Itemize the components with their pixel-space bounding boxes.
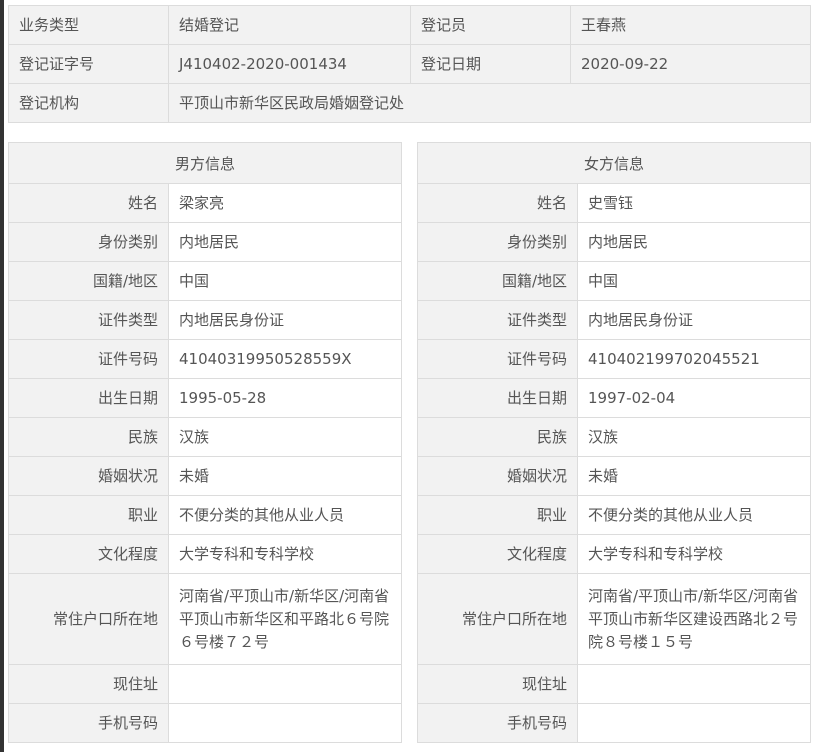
male-field-label: 职业 bbox=[8, 495, 169, 535]
female-field-value: 410402199702045521 bbox=[576, 339, 812, 379]
reg-date-value: 2020-09-22 bbox=[570, 44, 811, 84]
female-field-label: 手机号码 bbox=[417, 703, 578, 743]
female-field-value: 不便分类的其他从业人员 bbox=[576, 495, 812, 535]
female-field-label: 姓名 bbox=[417, 183, 578, 223]
table-row: 婚姻状况 未婚 bbox=[417, 456, 812, 496]
female-field-value bbox=[576, 703, 812, 743]
table-row: 文化程度 大学专科和专科学校 bbox=[8, 534, 403, 574]
table-row: 民族 汉族 bbox=[417, 417, 812, 457]
male-field-label: 身份类别 bbox=[8, 222, 169, 262]
registrar-label: 登记员 bbox=[410, 5, 571, 45]
male-field-value bbox=[167, 664, 403, 704]
female-field-label: 国籍/地区 bbox=[417, 261, 578, 301]
male-field-label: 国籍/地区 bbox=[8, 261, 169, 301]
registrar-value: 王春燕 bbox=[570, 5, 811, 45]
table-row: 国籍/地区 中国 bbox=[417, 261, 812, 301]
female-field-value: 河南省/平顶山市/新华区/河南省平顶山市新华区建设西路北２号院８号楼１５号 bbox=[576, 573, 812, 665]
table-row: 姓名 史雪钰 bbox=[417, 183, 812, 223]
table-row: 常住户口所在地 河南省/平顶山市/新华区/河南省平顶山市新华区建设西路北２号院８号… bbox=[417, 573, 812, 665]
female-field-label: 职业 bbox=[417, 495, 578, 535]
reg-date-label: 登记日期 bbox=[410, 44, 571, 84]
table-row: 登记机构 平顶山市新华区民政局婚姻登记处 bbox=[8, 83, 811, 123]
female-field-label: 民族 bbox=[417, 417, 578, 457]
male-field-value: 中国 bbox=[167, 261, 403, 301]
table-row: 手机号码 bbox=[8, 703, 403, 743]
male-field-value: 41040319950528559X bbox=[167, 339, 403, 379]
male-info-title: 男方信息 bbox=[7, 142, 403, 184]
male-field-label: 证件号码 bbox=[8, 339, 169, 379]
female-field-value: 1997-02-04 bbox=[576, 378, 812, 418]
registration-summary-table: 业务类型 结婚登记 登记员 王春燕 登记证字号 J410402-2020-001… bbox=[8, 5, 811, 123]
male-field-label: 现住址 bbox=[8, 664, 169, 704]
female-field-label: 证件类型 bbox=[417, 300, 578, 340]
agency-label: 登记机构 bbox=[8, 83, 169, 123]
male-field-value: 未婚 bbox=[167, 456, 403, 496]
table-row: 证件号码 41040319950528559X bbox=[8, 339, 403, 379]
table-row: 现住址 bbox=[8, 664, 403, 704]
male-field-label: 出生日期 bbox=[8, 378, 169, 418]
cert-no-value: J410402-2020-001434 bbox=[168, 44, 411, 84]
female-field-value: 汉族 bbox=[576, 417, 812, 457]
male-field-label: 证件类型 bbox=[8, 300, 169, 340]
table-row: 手机号码 bbox=[417, 703, 812, 743]
table-row: 职业 不便分类的其他从业人员 bbox=[417, 495, 812, 535]
male-field-value: 内地居民 bbox=[167, 222, 403, 262]
table-row: 文化程度 大学专科和专科学校 bbox=[417, 534, 812, 574]
window-edge bbox=[0, 0, 4, 752]
table-row: 业务类型 结婚登记 登记员 王春燕 bbox=[8, 5, 811, 45]
table-row: 身份类别 内地居民 bbox=[8, 222, 403, 262]
male-field-value: 梁家亮 bbox=[167, 183, 403, 223]
table-row: 证件类型 内地居民身份证 bbox=[8, 300, 403, 340]
male-field-label: 文化程度 bbox=[8, 534, 169, 574]
table-row: 常住户口所在地 河南省/平顶山市/新华区/河南省平顶山市新华区和平路北６号院６号楼… bbox=[8, 573, 403, 665]
male-field-value: 1995-05-28 bbox=[167, 378, 403, 418]
table-row: 姓名 梁家亮 bbox=[8, 183, 403, 223]
male-field-label: 婚姻状况 bbox=[8, 456, 169, 496]
female-field-value: 中国 bbox=[576, 261, 812, 301]
female-field-value: 未婚 bbox=[576, 456, 812, 496]
cert-no-label: 登记证字号 bbox=[8, 44, 169, 84]
female-field-value: 内地居民 bbox=[576, 222, 812, 262]
male-field-label: 常住户口所在地 bbox=[8, 573, 169, 665]
male-info-table: 男方信息 姓名 梁家亮 身份类别 内地居民 国籍/地区 中国 证件类型 内地居民身份证 证件号码… bbox=[7, 142, 403, 743]
female-field-label: 常住户口所在地 bbox=[417, 573, 578, 665]
female-field-label: 身份类别 bbox=[417, 222, 578, 262]
male-field-value: 不便分类的其他从业人员 bbox=[167, 495, 403, 535]
female-field-value: 史雪钰 bbox=[576, 183, 812, 223]
table-row: 登记证字号 J410402-2020-001434 登记日期 2020-09-2… bbox=[8, 44, 811, 84]
female-info-title: 女方信息 bbox=[416, 142, 812, 184]
male-field-value: 内地居民身份证 bbox=[167, 300, 403, 340]
male-field-value bbox=[167, 703, 403, 743]
male-field-label: 姓名 bbox=[8, 183, 169, 223]
female-field-value: 大学专科和专科学校 bbox=[576, 534, 812, 574]
male-field-label: 手机号码 bbox=[8, 703, 169, 743]
business-type-value: 结婚登记 bbox=[168, 5, 411, 45]
table-row: 出生日期 1995-05-28 bbox=[8, 378, 403, 418]
female-field-value bbox=[576, 664, 812, 704]
female-field-label: 现住址 bbox=[417, 664, 578, 704]
male-field-value: 大学专科和专科学校 bbox=[167, 534, 403, 574]
male-field-label: 民族 bbox=[8, 417, 169, 457]
female-field-value: 内地居民身份证 bbox=[576, 300, 812, 340]
table-row: 身份类别 内地居民 bbox=[417, 222, 812, 262]
female-field-label: 文化程度 bbox=[417, 534, 578, 574]
male-field-value: 河南省/平顶山市/新华区/河南省平顶山市新华区和平路北６号院６号楼７２号 bbox=[167, 573, 403, 665]
agency-value: 平顶山市新华区民政局婚姻登记处 bbox=[168, 83, 811, 123]
female-field-label: 出生日期 bbox=[417, 378, 578, 418]
table-row: 现住址 bbox=[417, 664, 812, 704]
male-field-value: 汉族 bbox=[167, 417, 403, 457]
female-field-label: 证件号码 bbox=[417, 339, 578, 379]
table-row: 职业 不便分类的其他从业人员 bbox=[8, 495, 403, 535]
table-row: 证件号码 410402199702045521 bbox=[417, 339, 812, 379]
table-row: 婚姻状况 未婚 bbox=[8, 456, 403, 496]
business-type-label: 业务类型 bbox=[8, 5, 169, 45]
table-row: 出生日期 1997-02-04 bbox=[417, 378, 812, 418]
table-row: 证件类型 内地居民身份证 bbox=[417, 300, 812, 340]
table-row: 国籍/地区 中国 bbox=[8, 261, 403, 301]
table-row: 民族 汉族 bbox=[8, 417, 403, 457]
female-info-table: 女方信息 姓名 史雪钰 身份类别 内地居民 国籍/地区 中国 证件类型 内地居民身份证 证件号码… bbox=[416, 142, 812, 743]
female-field-label: 婚姻状况 bbox=[417, 456, 578, 496]
